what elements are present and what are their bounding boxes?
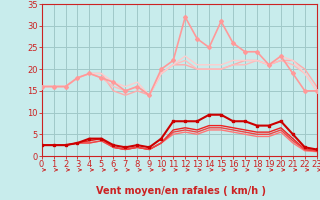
Text: Vent moyen/en rafales ( km/h ): Vent moyen/en rafales ( km/h ) (96, 186, 266, 196)
